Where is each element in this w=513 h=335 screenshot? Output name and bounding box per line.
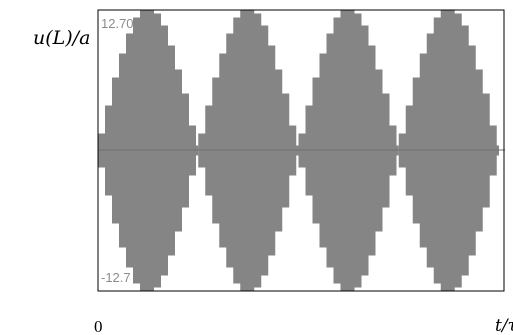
x-axis-label: t/τ — [495, 316, 513, 335]
y-axis-label: u(L)/a — [33, 27, 90, 49]
y-max-tick-label: 12.70 — [101, 16, 134, 31]
plot-frame — [97, 9, 505, 292]
x-tick-origin: 0 — [94, 317, 103, 335]
y-min-tick-label: -12.7 — [101, 270, 131, 285]
